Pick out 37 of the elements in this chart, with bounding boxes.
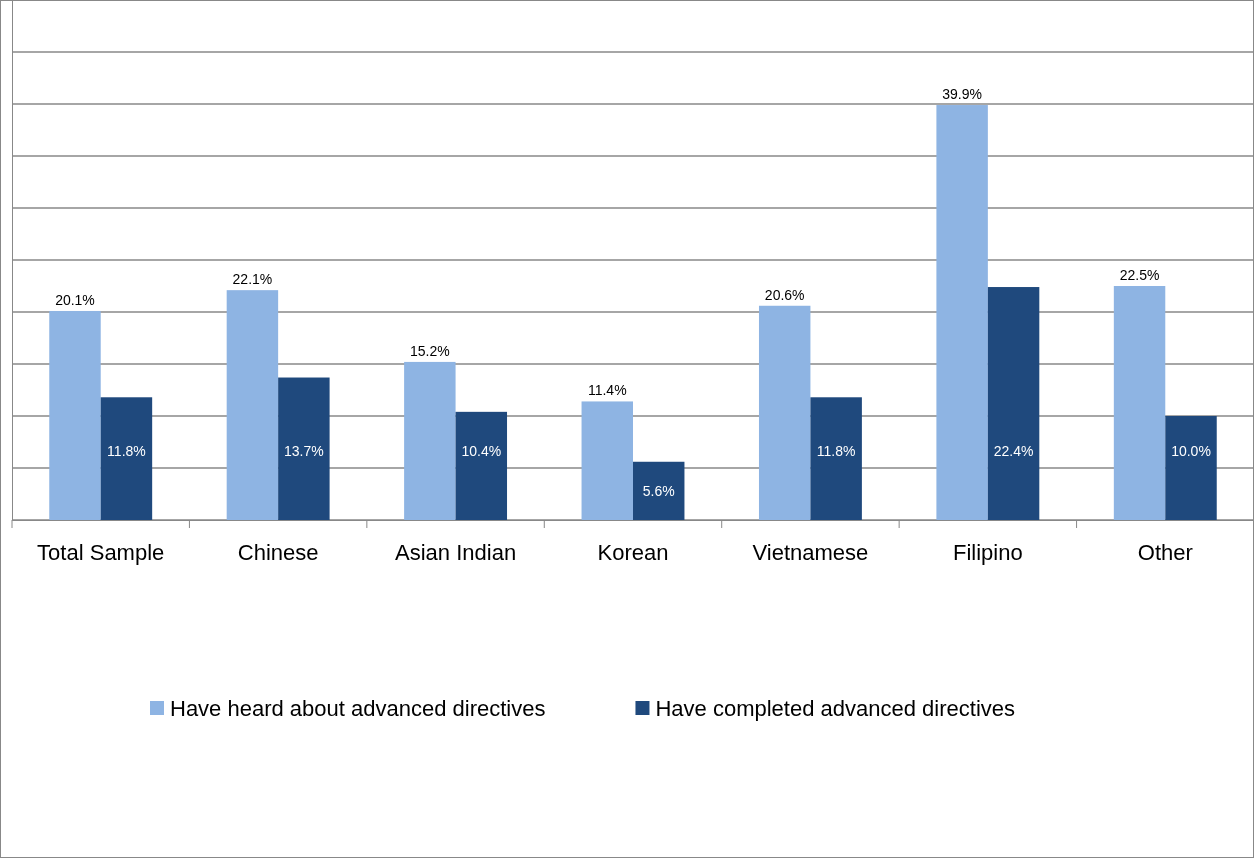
bar (455, 411, 508, 520)
legend-label: Have heard about advanced directives (170, 696, 546, 721)
x-tick-label: Vietnamese (752, 539, 869, 565)
data-label: 11.4% (587, 382, 627, 399)
bar (49, 310, 101, 520)
bar (1165, 416, 1217, 520)
data-label: 22.5% (1119, 267, 1160, 283)
data-label: 13.7% (284, 443, 324, 459)
x-tick-label: Filipino (953, 539, 1023, 565)
bar (581, 401, 633, 520)
data-label: 5.6% (642, 482, 675, 499)
x-tick-label: Chinese (237, 539, 319, 565)
bar (226, 290, 279, 520)
bar (633, 461, 685, 520)
data-label: 10.0% (1171, 443, 1211, 459)
x-tick-label: Korean (597, 539, 669, 565)
bar (758, 305, 811, 520)
data-label: 10.4% (461, 443, 502, 459)
bar (100, 397, 153, 520)
data-label: 20.1% (55, 291, 95, 308)
x-tick-label: Total Sample (37, 539, 165, 565)
data-label: 22.1% (232, 271, 273, 288)
bar (1113, 286, 1166, 520)
bar (404, 361, 456, 520)
x-tick-label: Asian Indian (395, 539, 517, 565)
bar (936, 105, 988, 520)
bar (987, 287, 1040, 520)
data-label: 11.8% (107, 443, 146, 459)
data-label: 39.9% (942, 86, 982, 103)
data-label: 11.8% (816, 443, 856, 459)
bar (278, 377, 330, 520)
data-label: 22.4% (993, 443, 1034, 459)
data-label: 20.6% (764, 286, 805, 303)
legend-label: Have completed advanced directives (655, 696, 1015, 721)
bar (810, 397, 862, 520)
data-label: 15.2% (409, 342, 450, 359)
x-tick-label: Other (1137, 539, 1193, 565)
